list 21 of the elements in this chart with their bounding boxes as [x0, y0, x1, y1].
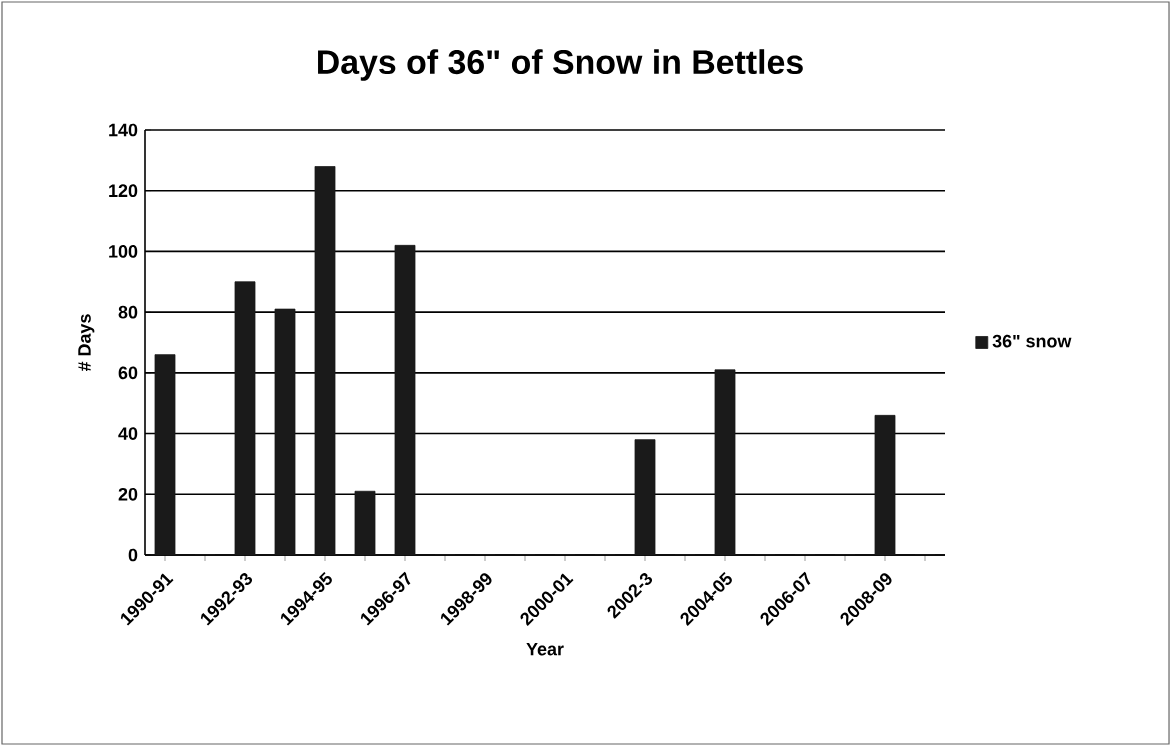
- legend-label: 36" snow: [992, 334, 1072, 348]
- y-tick-label: 80: [118, 305, 138, 319]
- bar: [874, 414, 896, 555]
- y-tick-label: 100: [109, 245, 138, 258]
- bar: [354, 490, 376, 555]
- y-axis-title: # Days: [78, 314, 95, 372]
- y-tick-label: 20: [118, 487, 138, 501]
- bar: [314, 166, 336, 555]
- x-axis-title: Year: [526, 642, 564, 656]
- y-tick-label: 120: [109, 184, 138, 198]
- y-tick-label: 140: [109, 123, 138, 137]
- bar: [714, 369, 736, 555]
- bar: [634, 439, 656, 555]
- bar: [154, 354, 176, 555]
- bar: [234, 281, 256, 555]
- chart-title: Days of 36" of Snow in Bettles: [318, 49, 803, 81]
- y-tick-label: 60: [118, 366, 138, 380]
- y-tick-label: 40: [118, 427, 138, 440]
- bar: [394, 244, 416, 555]
- y-tick-label: 0: [128, 548, 138, 562]
- bar: [274, 308, 296, 555]
